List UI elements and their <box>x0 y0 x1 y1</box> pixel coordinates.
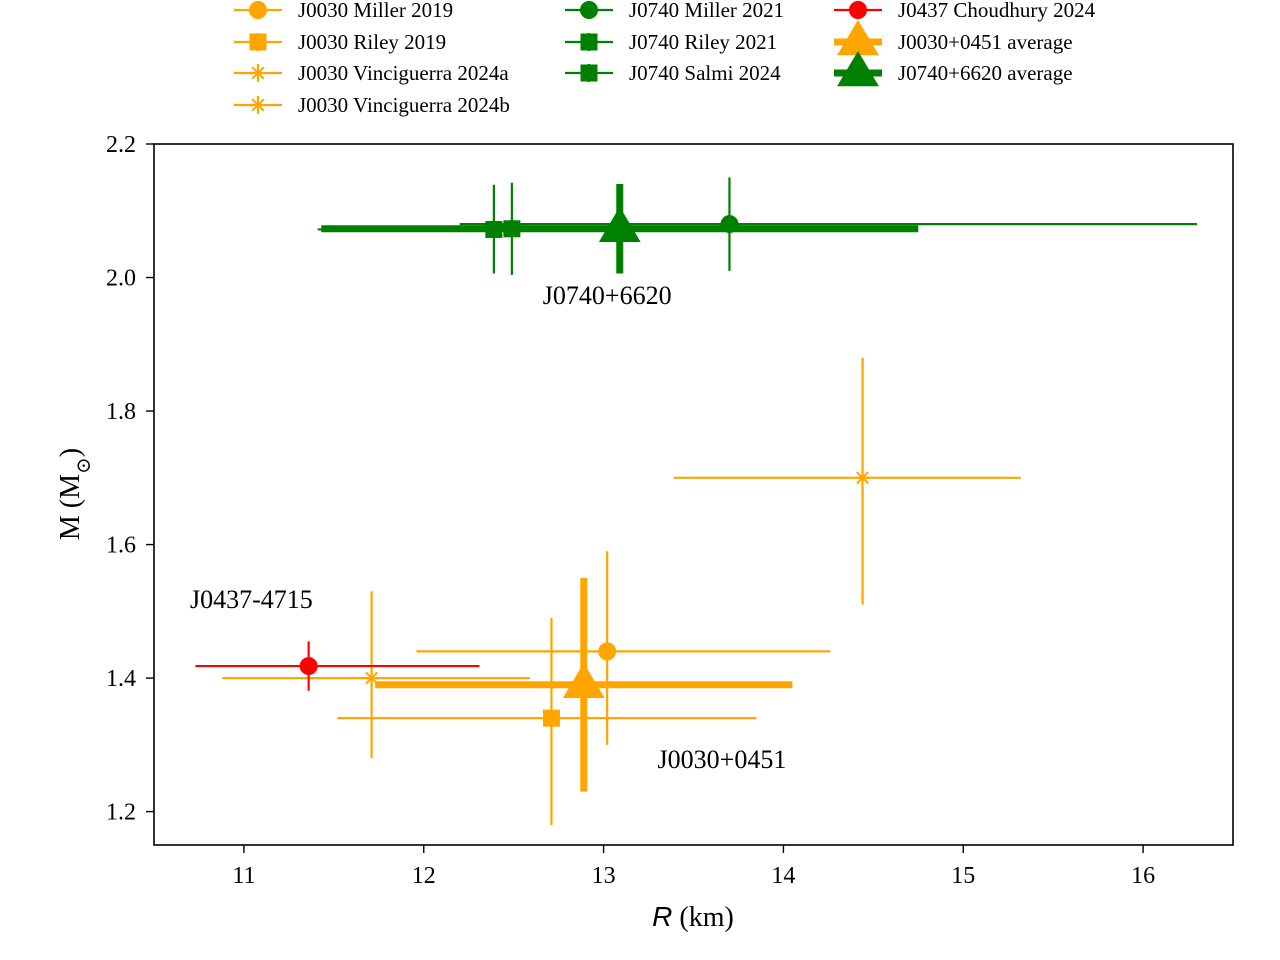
series-j0030-vinciguerra-2024b <box>673 357 1021 605</box>
legend-label: J0030+0451 average <box>898 30 1073 54</box>
legend-marker-star <box>250 66 266 80</box>
legend-marker-square <box>580 64 598 82</box>
legend-label: J0740 Salmi 2024 <box>629 61 781 85</box>
plot-area <box>195 177 1198 825</box>
y-tick-label: 2.0 <box>106 266 136 292</box>
legend-entry-j0030-riley-2019: J0030 Riley 2019 <box>234 30 446 54</box>
y-tick-label: 1.2 <box>106 800 136 826</box>
legend-label: J0740+6620 average <box>898 61 1073 85</box>
legend-label: J0740 Miller 2021 <box>629 0 784 22</box>
legend-label: J0740 Riley 2021 <box>629 30 777 54</box>
legend-marker-triangle <box>837 51 879 87</box>
series-j0030-0451-average <box>375 577 793 792</box>
legend-entry-j0740-6620-average: J0740+6620 average <box>834 51 1073 87</box>
x-axis-label-italic: R <box>652 901 672 932</box>
legend-entry-j0030-vinciguerra-2024b: J0030 Vinciguerra 2024b <box>234 93 510 117</box>
x-axis-label: R (km) <box>652 901 734 933</box>
legend-marker-circle <box>249 1 267 19</box>
annotation-j0030-0451: J0030+0451 <box>658 745 787 774</box>
series-j0030-vinciguerra-2024a <box>222 591 530 759</box>
legend-entry-j0740-miller-2021: J0740 Miller 2021 <box>565 0 784 22</box>
data-point-square <box>542 709 560 727</box>
legend-marker-square <box>249 33 267 51</box>
y-axis-label: M (M⊙) <box>55 448 95 540</box>
y-tick-label: 1.6 <box>106 533 136 559</box>
legend-marker-circle <box>849 1 867 19</box>
legend-label: J0437 Choudhury 2024 <box>898 0 1096 22</box>
y-axis-label-close: ) <box>55 448 86 457</box>
legend-label: J0030 Vinciguerra 2024a <box>298 61 509 85</box>
y-axis-label-main: M (M <box>55 474 86 540</box>
series-j0030-miller-2019 <box>416 551 831 745</box>
data-point-circle <box>299 657 318 676</box>
annotations: J0740+6620 J0437-4715 J0030+0451 <box>190 281 786 774</box>
x-tick-label: 15 <box>951 863 975 889</box>
legend-label: J0030 Riley 2019 <box>298 30 446 54</box>
legend-entry-j0030-vinciguerra-2024a: J0030 Vinciguerra 2024a <box>234 61 509 85</box>
legend-marker-star <box>250 98 266 112</box>
x-tick-label: 12 <box>412 863 436 889</box>
series-j0437-choudhury-2024 <box>195 641 480 691</box>
legend-entry-j0740-salmi-2024: J0740 Salmi 2024 <box>565 61 781 85</box>
series-j0740-miller-2021 <box>459 177 1198 271</box>
legend-label: J0030 Vinciguerra 2024b <box>298 93 510 117</box>
y-tick-label: 1.8 <box>106 399 136 425</box>
legend-marker-circle <box>580 1 598 19</box>
x-tick-label: 13 <box>592 863 616 889</box>
x-axis: 11 12 13 14 15 16 <box>232 845 1155 889</box>
annotation-j0437-4715: J0437-4715 <box>190 585 313 614</box>
legend-entry-j0437-choudhury-2024: J0437 Choudhury 2024 <box>834 0 1096 22</box>
y-tick-label: 1.4 <box>106 666 136 692</box>
x-axis-label-rest: (km) <box>672 902 733 933</box>
legend-entry-j0740-riley-2021: J0740 Riley 2021 <box>565 30 777 54</box>
series-j0030-riley-2019 <box>337 618 757 825</box>
annotation-j0740-6620: J0740+6620 <box>543 281 672 310</box>
y-tick-label: 2.2 <box>106 132 136 158</box>
y-axis-label-sub: ⊙ <box>73 457 95 474</box>
legend: J0030 Miller 2019 J0030 Riley 2019 J0030 V… <box>234 0 1096 117</box>
legend-marker-square <box>580 33 598 51</box>
data-point-star <box>854 471 871 485</box>
legend-entry-j0030-miller-2019: J0030 Miller 2019 <box>234 0 453 22</box>
data-point-circle <box>598 642 617 661</box>
legend-marker-triangle <box>837 20 879 56</box>
x-tick-label: 11 <box>232 863 255 889</box>
series-j0740-6620-average <box>321 184 919 274</box>
data-point-triangle <box>598 206 641 242</box>
x-tick-label: 14 <box>771 863 795 889</box>
data-point-triangle <box>562 662 605 698</box>
legend-entry-j0030-0451-average: J0030+0451 average <box>834 20 1073 56</box>
y-axis: 1.2 1.4 1.6 1.8 2.0 2.2 <box>106 132 154 826</box>
x-tick-label: 16 <box>1131 863 1155 889</box>
legend-label: J0030 Miller 2019 <box>298 0 453 22</box>
plot-frame <box>153 143 1234 846</box>
